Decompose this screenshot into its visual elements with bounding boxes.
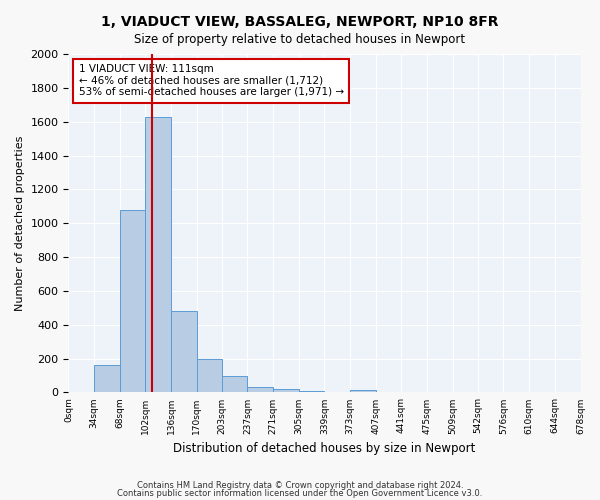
Bar bbox=[145, 116, 171, 392]
X-axis label: Distribution of detached houses by size in Newport: Distribution of detached houses by size … bbox=[173, 442, 476, 455]
Bar bbox=[273, 389, 299, 392]
Bar bbox=[222, 376, 247, 392]
Bar bbox=[197, 358, 222, 392]
Bar bbox=[299, 390, 325, 392]
Bar bbox=[120, 210, 145, 392]
Y-axis label: Number of detached properties: Number of detached properties bbox=[15, 136, 25, 311]
Bar bbox=[94, 364, 120, 392]
Text: Contains public sector information licensed under the Open Government Licence v3: Contains public sector information licen… bbox=[118, 488, 482, 498]
Text: 1 VIADUCT VIEW: 111sqm
← 46% of detached houses are smaller (1,712)
53% of semi-: 1 VIADUCT VIEW: 111sqm ← 46% of detached… bbox=[79, 64, 344, 98]
Bar bbox=[247, 386, 273, 392]
Text: Contains HM Land Registry data © Crown copyright and database right 2024.: Contains HM Land Registry data © Crown c… bbox=[137, 481, 463, 490]
Text: Size of property relative to detached houses in Newport: Size of property relative to detached ho… bbox=[134, 32, 466, 46]
Bar bbox=[350, 390, 376, 392]
Text: 1, VIADUCT VIEW, BASSALEG, NEWPORT, NP10 8FR: 1, VIADUCT VIEW, BASSALEG, NEWPORT, NP10… bbox=[101, 15, 499, 29]
Bar bbox=[171, 311, 197, 392]
